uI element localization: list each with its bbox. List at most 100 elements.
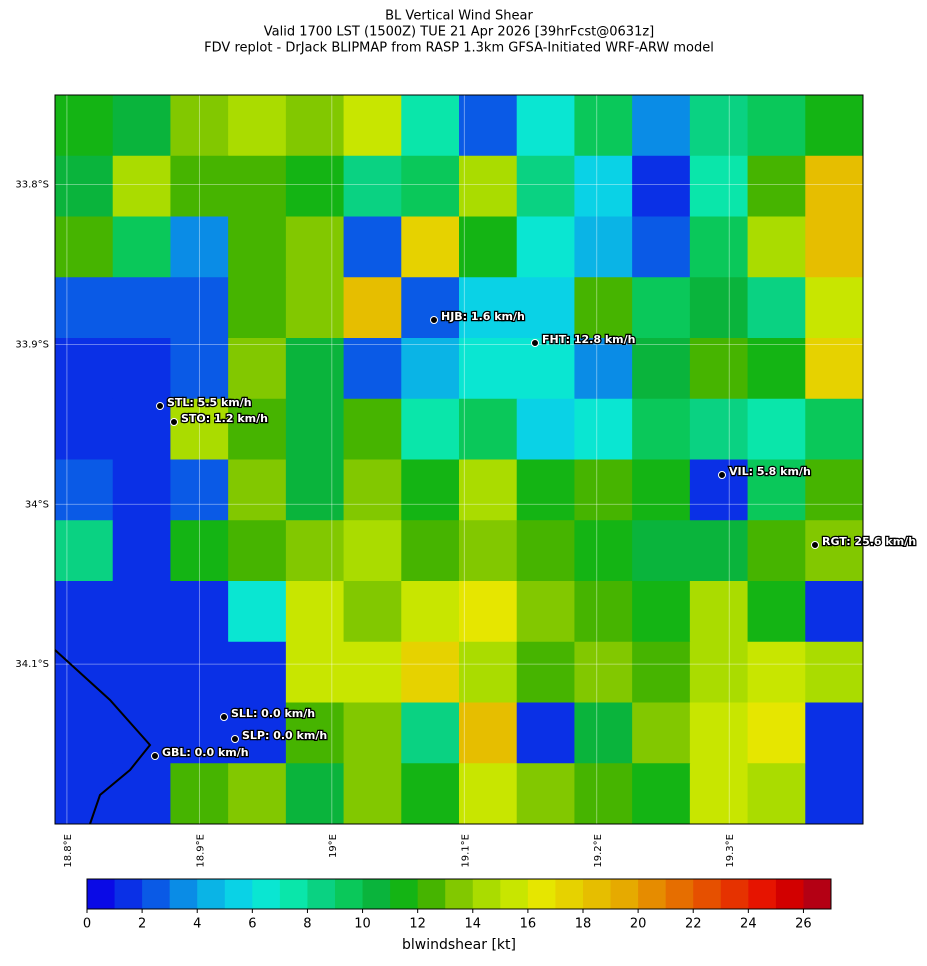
raster-cell — [747, 155, 806, 217]
raster-cell — [632, 520, 691, 582]
raster-cell — [343, 520, 402, 582]
raster-cell — [459, 459, 518, 521]
raster-cell — [689, 216, 749, 278]
map-frame — [54, 94, 864, 825]
x-tick-label: 19°E — [328, 834, 339, 858]
raster-cell — [55, 520, 114, 582]
raster-cell — [689, 763, 749, 825]
colorbar-tick-label: 0 — [83, 917, 91, 932]
colorbar-segment — [610, 879, 639, 909]
raster-cell — [632, 338, 691, 400]
raster-cell — [112, 338, 171, 400]
colorbar-segment — [748, 879, 777, 909]
raster-cell — [747, 763, 806, 825]
raster-cell — [574, 763, 633, 825]
raster-cell — [55, 277, 114, 339]
raster-cell — [55, 95, 114, 157]
raster-cell — [285, 581, 345, 643]
raster-cell — [112, 277, 171, 339]
raster-cell — [805, 155, 864, 217]
colorbar-segment — [665, 879, 694, 909]
raster-cell — [516, 459, 575, 521]
colorbar-segment — [500, 879, 529, 909]
title-line: Valid 1700 LST (1500Z) TUE 21 Apr 2026 [… — [264, 25, 655, 40]
colorbar-segment — [555, 879, 584, 909]
raster-cell — [805, 641, 864, 703]
raster-cell — [228, 398, 287, 460]
station-marker — [170, 418, 178, 426]
raster-cell — [574, 216, 633, 278]
colorbar-tick-label: 12 — [409, 917, 426, 932]
raster-cell — [689, 581, 749, 643]
raster-cell — [747, 95, 806, 157]
raster-cell — [401, 398, 460, 460]
raster-cell — [747, 216, 806, 278]
colorbar-tick-label: 10 — [354, 917, 371, 932]
colorbar-segment — [224, 879, 253, 909]
raster-cell — [632, 641, 691, 703]
raster-cell — [112, 581, 171, 643]
raster-cell — [574, 95, 633, 157]
raster-cell — [805, 95, 864, 157]
raster-cell — [55, 216, 114, 278]
raster-cell — [228, 95, 287, 157]
raster-cell — [747, 338, 806, 400]
raster-cell — [574, 338, 633, 400]
raster-cell — [516, 520, 575, 582]
raster-cell — [689, 520, 749, 582]
raster-cell — [459, 702, 518, 764]
raster-cell — [285, 155, 345, 217]
raster-cell — [55, 763, 114, 825]
raster-cell — [401, 763, 460, 825]
raster-cell — [112, 763, 171, 825]
title-line: BL Vertical Wind Shear — [385, 9, 533, 24]
raster-cell — [632, 459, 691, 521]
raster-cell — [112, 95, 171, 157]
station-label: VIL: 5.8 km/h — [729, 465, 811, 478]
raster-cell — [401, 155, 460, 217]
station-marker — [718, 471, 726, 479]
colorbar-frame — [86, 878, 832, 910]
raster-cell — [574, 398, 633, 460]
colorbar-segment — [720, 879, 749, 909]
labels: 18.8°E 18.9°E 19°E 19.1°E 19.2°E 19.3°E 33.8°S… — [15, 180, 917, 868]
colorbar-segment — [114, 879, 143, 909]
raster-cell — [285, 277, 345, 339]
colorbar-segment — [445, 879, 474, 909]
raster-cell — [401, 95, 460, 157]
raster-cell — [401, 277, 460, 339]
raster-cell — [459, 338, 518, 400]
raster-cell — [228, 641, 287, 703]
raster-cell — [112, 459, 171, 521]
raster-cell — [747, 459, 806, 521]
raster-cell — [343, 641, 402, 703]
raster-cell — [516, 338, 575, 400]
station-label: SLL: 0.0 km/h — [231, 707, 315, 720]
raster-cell — [401, 702, 460, 764]
raster-cell — [632, 702, 691, 764]
raster-cell — [55, 581, 114, 643]
raster-cell — [343, 398, 402, 460]
raster-cell — [516, 277, 575, 339]
raster-cell — [285, 216, 345, 278]
raster-cell — [516, 398, 575, 460]
raster-cell — [516, 763, 575, 825]
raster-cell — [401, 520, 460, 582]
colorbar-segment — [583, 879, 612, 909]
raster-cell — [516, 641, 575, 703]
raster-cell — [112, 641, 171, 703]
raster-cell — [805, 581, 864, 643]
raster-cell — [285, 763, 345, 825]
colorbar-tick-label: 18 — [575, 917, 592, 932]
colorbar-segment — [775, 879, 804, 909]
raster-cell — [112, 520, 171, 582]
colorbar-tick-label: 4 — [193, 917, 201, 932]
raster-cell — [574, 277, 633, 339]
raster-cell — [343, 581, 402, 643]
raster-cell — [343, 95, 402, 157]
raster-cell — [574, 155, 633, 217]
colorbar-tick-label: 14 — [465, 917, 482, 932]
raster-cell — [228, 277, 287, 339]
raster-cell — [805, 459, 864, 521]
raster-cell — [228, 216, 287, 278]
